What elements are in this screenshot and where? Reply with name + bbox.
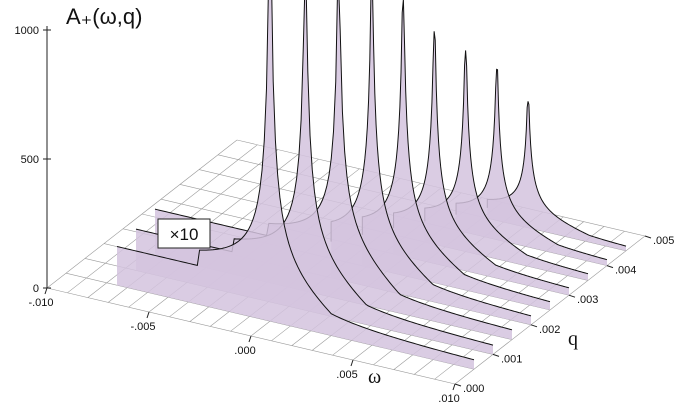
x-tick-mark (452, 383, 456, 391)
series-area (331, 0, 531, 325)
z-tick-label: 1000 (15, 25, 39, 37)
x-tick-label: -.005 (130, 321, 155, 333)
axes: 0 500 1000 -.010 -.005 .000 .005 .010 .000 .001 .0… (15, 25, 675, 404)
series-line (330, 0, 532, 317)
scale-annotation-label: ×10 (170, 225, 199, 244)
x-tick-label: .005 (336, 369, 357, 381)
y-tick-label: .004 (615, 265, 636, 277)
y-tick-mark (492, 353, 500, 357)
y-tick-label: .000 (463, 383, 484, 395)
series-line (116, 0, 475, 361)
y-tick-mark (530, 324, 538, 328)
chart-title: A₊(ω,q) (66, 4, 142, 29)
series-line (393, 31, 570, 289)
x-tick-mark (44, 287, 48, 295)
x-tick-label: .010 (438, 393, 459, 404)
series-area (424, 50, 588, 281)
x-tick-mark (350, 359, 354, 367)
series-line (455, 68, 608, 261)
series-area (362, 0, 550, 310)
scale-annotation-box: ×10 (157, 218, 211, 249)
y-tick-mark (606, 265, 614, 269)
series-line (486, 101, 627, 247)
series-line (154, 0, 513, 331)
x-axis-title: ω (368, 366, 381, 388)
series-area (117, 0, 474, 370)
y-tick-mark (454, 383, 462, 387)
y-tick-label: .001 (501, 353, 522, 365)
z-tick-label: 500 (21, 154, 39, 166)
series-line (361, 0, 551, 303)
y-tick-mark (644, 235, 652, 239)
x-tick-mark (146, 311, 150, 319)
series-line (424, 50, 589, 275)
y-axis-title: q (568, 328, 578, 350)
x-tick-label: -.010 (28, 297, 53, 309)
series-curves (116, 0, 627, 370)
series-area (393, 31, 569, 296)
series-area (487, 101, 626, 251)
y-tick-label: .005 (653, 235, 674, 247)
z-tick-label: 0 (33, 283, 39, 295)
x-tick-label: .000 (234, 345, 255, 357)
y-tick-mark (568, 294, 576, 298)
y-tick-label: .003 (577, 294, 598, 306)
series-area (456, 69, 607, 266)
x-tick-mark (248, 335, 252, 343)
y-tick-label: .002 (539, 324, 560, 336)
